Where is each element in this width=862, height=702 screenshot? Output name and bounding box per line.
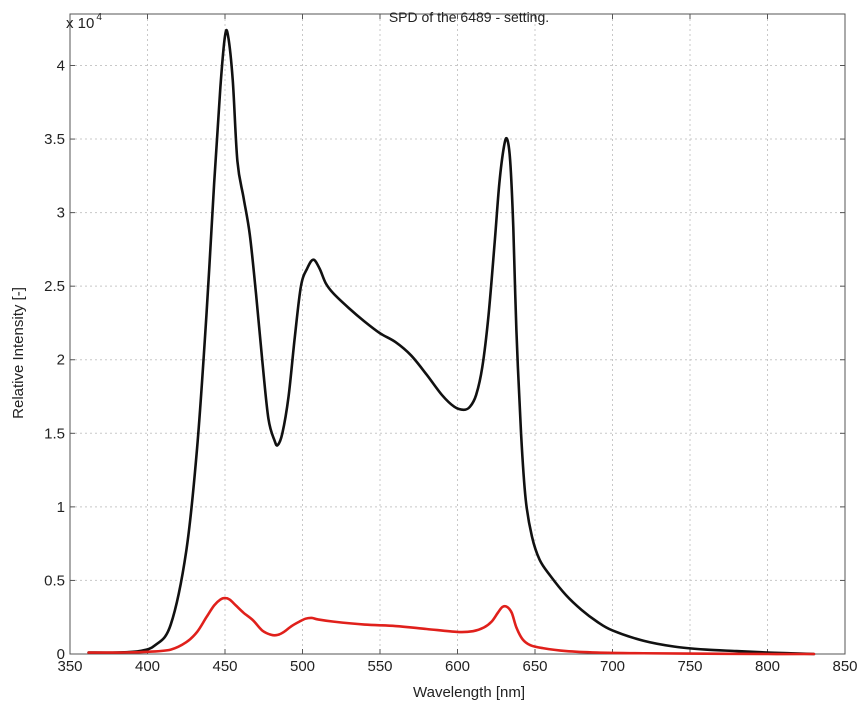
y-tick-label: 0.5 xyxy=(44,572,65,589)
x-tick-label: 600 xyxy=(445,658,470,675)
y-multiplier-exponent: 4 xyxy=(96,12,102,23)
x-tick-label: 700 xyxy=(600,658,625,675)
x-tick-label: 650 xyxy=(522,658,547,675)
grid-lines xyxy=(70,14,845,654)
x-tick-label: 550 xyxy=(367,658,392,675)
y-tick-label: 2 xyxy=(57,352,65,369)
black-spd-line xyxy=(87,28,816,656)
x-axis-title: Wavelength [nm] xyxy=(413,684,525,701)
x-tick-label: 400 xyxy=(135,658,160,675)
y-multiplier-label: x 10 4 xyxy=(66,12,102,32)
x-tick-label: 750 xyxy=(677,658,702,675)
x-tick-label: 450 xyxy=(212,658,237,675)
x-tick-label: 500 xyxy=(290,658,315,675)
y-tick-label: 3 xyxy=(57,205,65,222)
y-tick-label: 2.5 xyxy=(44,278,65,295)
x-tick-label: 800 xyxy=(755,658,780,675)
y-tick-label: 4 xyxy=(57,57,65,74)
y-tick-label: 1.5 xyxy=(44,425,65,442)
y-tick-labels: 0 0.5 1 1.5 2 2.5 3 3.5 4 xyxy=(44,57,65,663)
x-tick-label: 850 xyxy=(832,658,857,675)
red-spd-line xyxy=(87,596,816,656)
y-tick-label: 3.5 xyxy=(44,131,65,148)
y-tick-label: 0 xyxy=(57,646,65,663)
y-multiplier-base: x 10 xyxy=(66,15,94,32)
series-lines xyxy=(87,28,816,656)
y-tick-label: 1 xyxy=(57,499,65,516)
y-axis-title: Relative Intensity [-] xyxy=(10,287,27,419)
chart-title: SPD of the 6489 - setting. xyxy=(389,9,549,25)
x-tick-label: 350 xyxy=(57,658,82,675)
x-tick-labels: 350 400 450 500 550 600 650 700 750 800 850 xyxy=(57,658,857,675)
